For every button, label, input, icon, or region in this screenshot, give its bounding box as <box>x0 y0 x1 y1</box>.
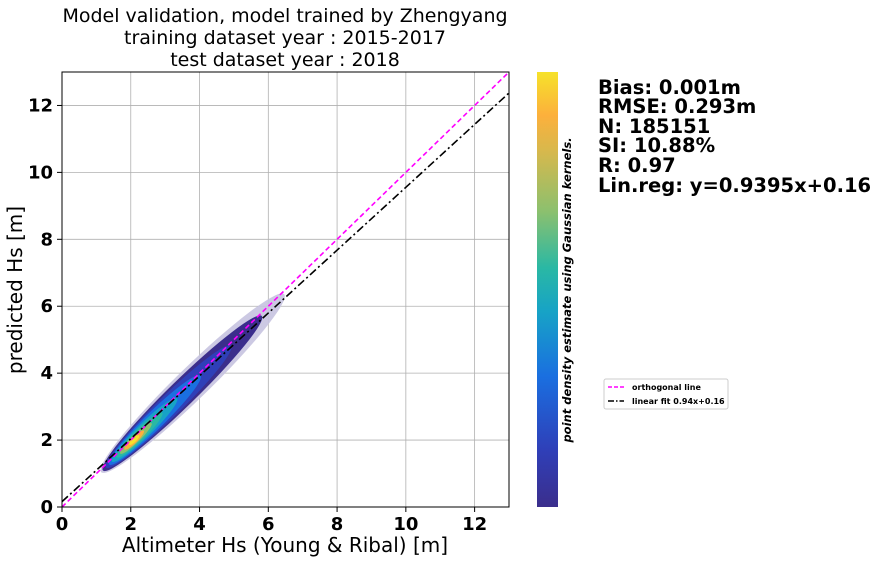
grid-lines <box>62 72 509 507</box>
stat-r: R: 0.97 <box>598 154 676 177</box>
stat-bias: Bias: 0.001m <box>598 76 741 99</box>
x-tick-label: 2 <box>125 514 138 535</box>
colorbar-label: point density estimate using Gaussian ke… <box>560 137 574 443</box>
legend-box <box>603 378 729 410</box>
x-tick-label: 0 <box>56 514 69 535</box>
density-layer <box>129 435 140 445</box>
y-tick-label: 4 <box>40 363 53 384</box>
y-axis-label: predicted Hs [m] <box>3 206 27 374</box>
x-axis-ticks: 0 2 4 6 8 10 12 <box>56 507 487 535</box>
chart-title-line-2: training dataset year : 2015-2017 <box>124 27 446 49</box>
stat-si: SI: 10.88% <box>598 134 715 157</box>
y-tick-label: 8 <box>40 229 53 250</box>
x-tick-label: 10 <box>393 514 418 535</box>
y-axis-ticks: 0 2 4 6 8 10 12 <box>28 95 62 518</box>
reference-lines <box>62 72 509 507</box>
stats-block: Bias: 0.001m RMSE: 0.293m N: 185151 SI: … <box>598 76 871 197</box>
legend-orthogonal-label: orthogonal line <box>632 383 701 392</box>
legend-linfit-label: linear fit 0.94x+0.16 <box>632 397 725 406</box>
y-tick-label: 10 <box>28 162 53 183</box>
orthogonal-line <box>62 72 509 507</box>
y-tick-label: 0 <box>40 497 53 518</box>
stat-rmse: RMSE: 0.293m <box>598 95 756 118</box>
legend: orthogonal line linear fit 0.94x+0.16 <box>603 378 729 410</box>
linear-fit-line <box>62 92 509 503</box>
plot-area: 0 2 4 6 8 10 12 0 2 4 6 8 10 12 <box>28 71 510 535</box>
x-tick-label: 12 <box>462 514 487 535</box>
x-tick-label: 6 <box>262 514 275 535</box>
stat-linreg: Lin.reg: y=0.9395x+0.16 <box>598 174 871 197</box>
x-axis-label: Altimeter Hs (Young & Ribal) [m] <box>122 533 448 557</box>
y-tick-label: 12 <box>28 95 53 116</box>
plot-frame <box>61 71 510 508</box>
stat-n: N: 185151 <box>598 115 710 138</box>
y-tick-label: 2 <box>40 430 53 451</box>
chart-title-line-1: Model validation, model trained by Zheng… <box>62 5 507 27</box>
y-tick-label: 6 <box>40 296 53 317</box>
x-tick-label: 8 <box>331 514 344 535</box>
chart-title-line-3: test dataset year : 2018 <box>170 49 400 71</box>
x-tick-label: 4 <box>193 514 206 535</box>
colorbar <box>537 72 558 507</box>
